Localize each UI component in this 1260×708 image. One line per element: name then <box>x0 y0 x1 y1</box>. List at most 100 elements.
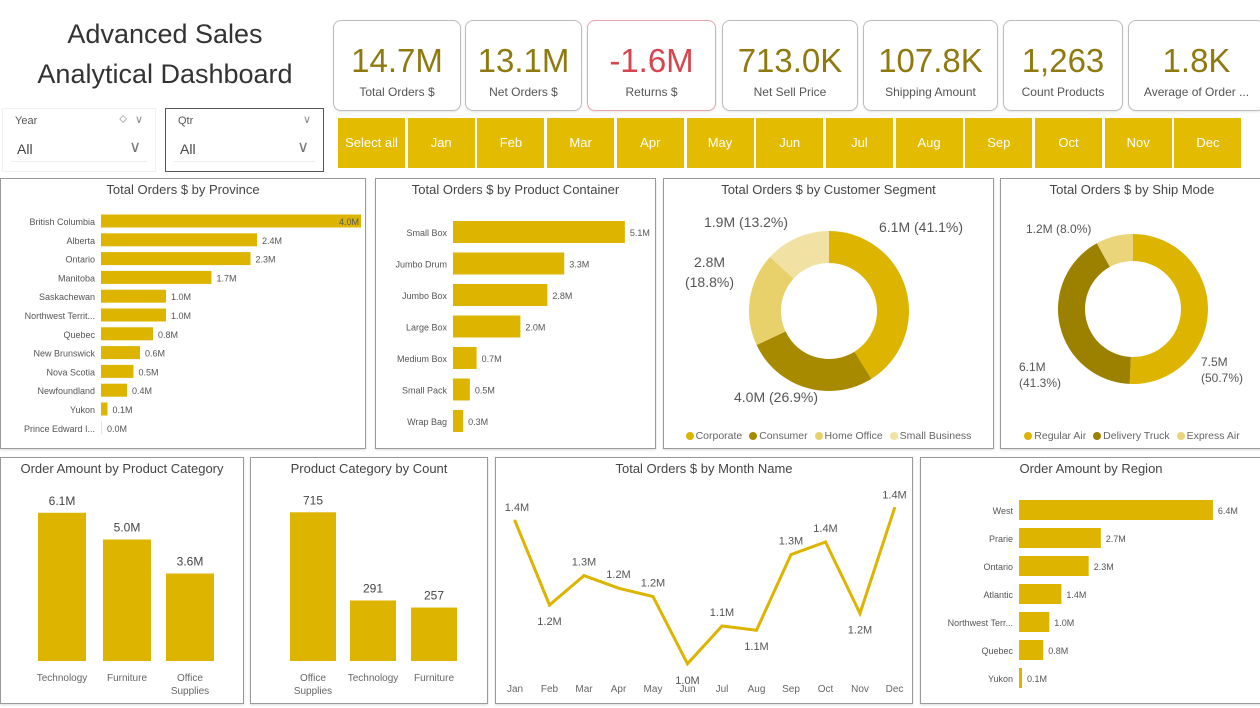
region-bar-chart: West 6.4M Prarie 2.7M Ontario 2.3M Atlantic 1.4… <box>948 500 1238 688</box>
data-point <box>755 628 758 632</box>
data-label: 1.1M <box>744 641 768 653</box>
donut-slice-regular-air <box>1129 234 1208 384</box>
category-label: Office Supplies <box>171 673 209 697</box>
x-tick-label: Mar <box>575 684 593 695</box>
kpi-value: 14.7M <box>351 42 443 79</box>
kpi-label: Net Sell Price <box>753 85 827 99</box>
month-button-nov[interactable]: Nov <box>1104 118 1172 168</box>
legend-item[interactable]: Small Business <box>889 430 971 442</box>
data-label: 4.0M (26.9%) <box>734 389 819 405</box>
x-tick-label: Feb <box>541 684 559 695</box>
data-label: 2.7M <box>1106 534 1126 544</box>
data-label: 1.4M <box>882 489 906 501</box>
month-button-select-all[interactable]: Select all <box>338 118 405 168</box>
bar <box>101 421 102 435</box>
category-label: New Brunswick <box>33 349 95 359</box>
chart-title: Total Orders $ by Month Name <box>615 461 793 476</box>
category-label: Small Box <box>406 228 447 238</box>
data-label: 1.0M <box>171 311 191 321</box>
category-label: Jumbo Box <box>402 291 448 301</box>
qtr-slicer: Qtr ∨ All ∨ <box>165 108 324 172</box>
legend-item[interactable]: Delivery Truck <box>1093 430 1170 442</box>
bar <box>101 308 166 322</box>
category-label: Prince Edward I... <box>24 424 95 434</box>
chevron-down-icon[interactable]: ∨ <box>134 114 143 126</box>
data-label: 6.4M <box>1218 506 1238 516</box>
data-label: 2.3M <box>1094 562 1114 572</box>
bar <box>101 270 212 284</box>
month-button-jun[interactable]: Jun <box>756 118 824 168</box>
category-label: Quebec <box>63 330 95 340</box>
legend-item[interactable]: Corporate <box>685 430 742 442</box>
data-label: 2.3M <box>256 255 276 265</box>
x-tick-label: Sep <box>782 684 800 695</box>
data-label: 6.1M <box>49 494 76 508</box>
segment-chart-panel: Total Orders $ by Customer Segment 6.1M … <box>663 178 994 449</box>
legend-item[interactable]: Consumer <box>749 430 808 442</box>
month-button-apr[interactable]: Apr <box>616 118 684 168</box>
month-button-sep[interactable]: Sep <box>965 118 1033 168</box>
kpi-label: Average of Order ... <box>1143 85 1250 99</box>
bar <box>101 383 127 397</box>
donut-slice-home-office <box>749 256 794 346</box>
bar <box>103 539 151 661</box>
data-label: 1.2M (8.0%) <box>1026 222 1092 236</box>
bar <box>350 600 396 661</box>
month-button-aug[interactable]: Aug <box>895 118 963 168</box>
line-series <box>513 507 896 667</box>
data-point <box>513 519 517 523</box>
month-button-may[interactable]: May <box>686 118 754 168</box>
dashboard-title: Advanced Sales Analytical Dashboard <box>0 14 330 94</box>
category-label: Nova Scotia <box>46 367 95 377</box>
data-label: 0.4M <box>132 386 152 396</box>
data-label: 1.4M <box>813 523 837 535</box>
legend-item[interactable]: Regular Air <box>1024 430 1086 442</box>
chevron-down-icon[interactable]: ∨ <box>302 114 311 126</box>
month-button-mar[interactable]: Mar <box>547 118 615 168</box>
province-chart-panel: Total Orders $ by Province British Colum… <box>0 178 366 449</box>
chevron-down-icon: ∨ <box>297 139 309 156</box>
bar <box>411 607 457 661</box>
month-button-oct[interactable]: Oct <box>1035 118 1102 168</box>
data-point <box>582 574 586 578</box>
data-label: 1.9M (13.2%) <box>704 214 789 230</box>
data-label: 257 <box>424 589 444 603</box>
category-label: Prarie <box>989 534 1013 544</box>
data-label: 1.3M <box>572 557 596 569</box>
month-button-dec[interactable]: Dec <box>1174 118 1242 168</box>
province-bar-chart: British Columbia 4.0M Alberta 2.4M Ontario 2.… <box>24 214 361 435</box>
kpi-net-orders: 13.1M Net Orders $ <box>465 20 582 111</box>
kpi-average-order: 1.8K Average of Order ... <box>1128 20 1260 111</box>
category-label: Office Supplies <box>294 673 332 697</box>
category-label: Large Box <box>406 323 448 333</box>
data-label: 5.1M <box>630 228 650 238</box>
qtr-dropdown[interactable]: All ∨ <box>174 135 315 162</box>
bar <box>453 315 521 338</box>
data-label: 0.8M <box>158 330 178 340</box>
category-label: Atlantic <box>983 590 1013 600</box>
data-label: 1.2M <box>537 616 561 628</box>
legend-item[interactable]: Home Office <box>814 430 883 442</box>
x-tick-label: Dec <box>886 684 904 695</box>
kpi-net-sell-price: 713.0K Net Sell Price <box>722 20 858 111</box>
kpi-value: -1.6M <box>609 42 694 79</box>
month-button-jul[interactable]: Jul <box>825 118 893 168</box>
chart-title: Order Amount by Region <box>1019 461 1163 476</box>
shipmode-chart-panel: Total Orders $ by Ship Mode 7.5M (50.7%)… <box>1000 178 1260 449</box>
category-label: Medium Box <box>397 354 448 364</box>
data-label: 6.1M (41.1%) <box>879 219 964 235</box>
month-button-jan[interactable]: Jan <box>407 118 475 168</box>
eraser-icon[interactable]: ⬦ <box>119 113 127 125</box>
data-label: 715 <box>303 493 323 507</box>
year-value: All <box>17 141 33 157</box>
month-button-feb[interactable]: Feb <box>477 118 545 168</box>
segment-legend: Corporate Consumer Home Office Small Bus… <box>664 430 993 442</box>
kpi-total-orders: 14.7M Total Orders $ <box>333 20 461 111</box>
bar <box>1019 612 1050 632</box>
category-label: Ontario <box>65 255 95 265</box>
data-label: 3.6M <box>177 555 204 569</box>
legend-item[interactable]: Express Air <box>1176 430 1240 442</box>
data-label: 1.2M <box>848 624 872 636</box>
x-tick-label: Apr <box>611 684 627 695</box>
year-dropdown[interactable]: All ∨ <box>11 135 147 162</box>
